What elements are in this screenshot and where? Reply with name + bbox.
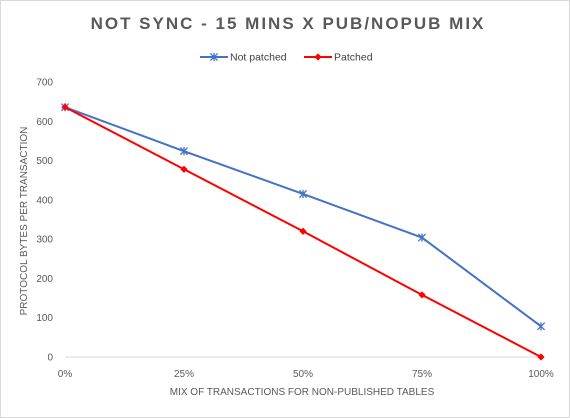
data-point-patched (180, 165, 188, 173)
x-tick-label: 0% (58, 369, 73, 380)
x-axis: 0% 25% 50% 75% 100% (58, 356, 554, 380)
x-tick-label: 25% (174, 369, 194, 380)
y-tick-label: 500 (36, 156, 53, 167)
x-tick-label: 100% (528, 369, 554, 380)
legend: Not patched Patched (200, 52, 373, 64)
legend-marker-not-patched (209, 52, 219, 62)
series-layer (60, 103, 546, 361)
y-tick-label: 700 (36, 78, 53, 89)
x-tick-label: 50% (293, 369, 313, 380)
data-point-not-patched (536, 322, 546, 331)
y-tick-label: 400 (36, 195, 53, 206)
x-axis-title: MIX OF TRANSACTIONS FOR NON-PUBLISHED TA… (170, 387, 435, 398)
data-point-patched (537, 353, 545, 361)
y-tick-label: 100 (36, 313, 53, 324)
data-point-patched (418, 291, 426, 299)
data-point-patched (299, 227, 307, 235)
data-point-not-patched (417, 233, 427, 242)
legend-label-patched: Patched (334, 52, 373, 64)
y-tick-label: 0 (47, 353, 53, 364)
y-axis-title: PROTOCOL BYTES PER TRANSACTION (19, 127, 30, 316)
legend-label-not-patched: Not patched (230, 52, 287, 64)
y-tick-label: 200 (36, 274, 53, 285)
legend-marker-patched (314, 53, 322, 61)
y-tick-label: 600 (36, 117, 53, 128)
data-point-patched (61, 103, 69, 111)
x-tick-label: 75% (412, 369, 432, 380)
y-tick-label: 300 (36, 235, 53, 246)
data-point-not-patched (179, 147, 189, 156)
y-axis: 0 100 200 300 400 500 600 700 (36, 78, 53, 364)
chart-title: NOT SYNC - 15 MINS X PUB/NOPUB MIX (91, 14, 486, 33)
series-line-not-patched (64, 106, 542, 328)
data-point-not-patched (298, 189, 308, 199)
